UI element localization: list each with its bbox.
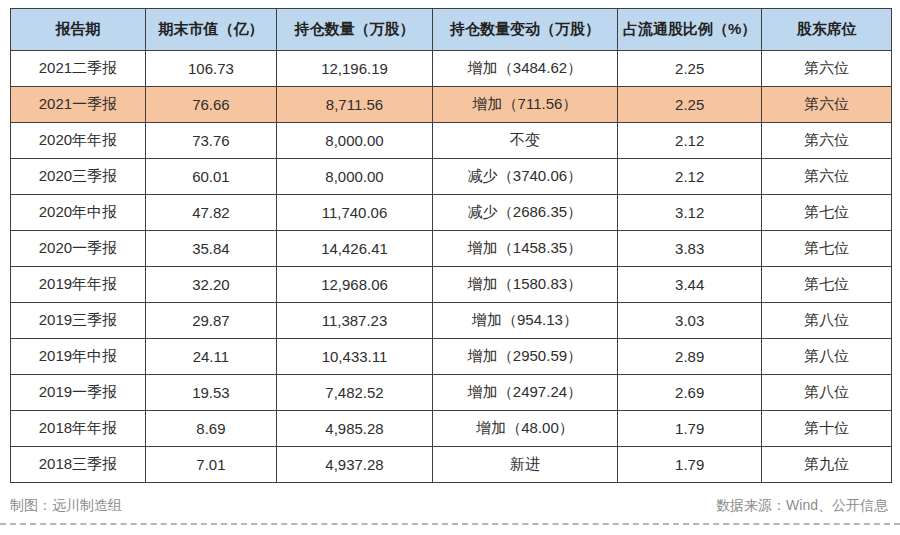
cell-shareholder-rank: 第十位 (762, 411, 892, 447)
cell-market-value: 29.87 (145, 303, 276, 339)
cell-holdings-change: 新进 (432, 447, 617, 483)
table-row: 2019三季报29.8711,387.23增加（954.13）3.03第八位 (11, 303, 892, 339)
cell-market-value: 73.76 (145, 123, 276, 159)
cell-report-period: 2019一季报 (11, 375, 146, 411)
cell-holdings-change: 增加（1458.35） (432, 231, 617, 267)
cell-holdings-change: 增加（3484.62） (432, 51, 617, 87)
table-header-row: 报告期期末市值（亿）持仓数量（万股）持仓数量变动（万股）占流通股比例（%）股东席… (11, 9, 892, 51)
cell-shareholder-rank: 第七位 (762, 195, 892, 231)
data-source: 数据来源：Wind、公开信息 (716, 497, 888, 515)
cell-market-value: 35.84 (145, 231, 276, 267)
cell-holdings-change: 增加（2950.59） (432, 339, 617, 375)
cell-float-ratio: 3.83 (617, 231, 761, 267)
table-row: 2020三季报60.018,000.00减少（3740.06）2.12第六位 (11, 159, 892, 195)
cell-market-value: 24.11 (145, 339, 276, 375)
cell-market-value: 19.53 (145, 375, 276, 411)
table-row: 2018三季报7.014,937.28新进1.79第九位 (11, 447, 892, 483)
holdings-table: 报告期期末市值（亿）持仓数量（万股）持仓数量变动（万股）占流通股比例（%）股东席… (10, 8, 892, 483)
cell-float-ratio: 3.12 (617, 195, 761, 231)
table-row: 2019年中报24.1110,433.11增加（2950.59）2.89第八位 (11, 339, 892, 375)
cell-shareholder-rank: 第七位 (762, 267, 892, 303)
cell-float-ratio: 3.44 (617, 267, 761, 303)
cell-report-period: 2020一季报 (11, 231, 146, 267)
cell-holdings-change: 减少（2686.35） (432, 195, 617, 231)
cell-holdings: 11,387.23 (277, 303, 433, 339)
chart-credit: 制图：远川制造组 (10, 497, 122, 515)
cell-float-ratio: 3.03 (617, 303, 761, 339)
table-row: 2018年年报8.694,985.28增加（48.00）1.79第十位 (11, 411, 892, 447)
cell-report-period: 2020年年报 (11, 123, 146, 159)
cell-float-ratio: 2.25 (617, 51, 761, 87)
cell-report-period: 2019年年报 (11, 267, 146, 303)
cell-holdings-change: 减少（3740.06） (432, 159, 617, 195)
cell-report-period: 2020年中报 (11, 195, 146, 231)
cell-holdings: 8,000.00 (277, 159, 433, 195)
cell-holdings-change: 不变 (432, 123, 617, 159)
cell-float-ratio: 2.69 (617, 375, 761, 411)
cell-holdings: 10,433.11 (277, 339, 433, 375)
cell-holdings: 4,937.28 (277, 447, 433, 483)
cell-holdings: 8,711.56 (277, 87, 433, 123)
cell-float-ratio: 2.89 (617, 339, 761, 375)
cell-market-value: 106.73 (145, 51, 276, 87)
cell-shareholder-rank: 第九位 (762, 447, 892, 483)
cell-float-ratio: 2.25 (617, 87, 761, 123)
cell-float-ratio: 2.12 (617, 123, 761, 159)
footer: 制图：远川制造组 数据来源：Wind、公开信息 (10, 497, 888, 515)
cell-report-period: 2021一季报 (11, 87, 146, 123)
table-row: 2020年中报47.8211,740.06减少（2686.35）3.12第七位 (11, 195, 892, 231)
cell-market-value: 8.69 (145, 411, 276, 447)
cell-holdings: 14,426.41 (277, 231, 433, 267)
column-header-float-ratio: 占流通股比例（%） (617, 9, 761, 51)
cell-holdings: 7,482.52 (277, 375, 433, 411)
cell-holdings-change: 增加（954.13） (432, 303, 617, 339)
cell-holdings-change: 增加（48.00） (432, 411, 617, 447)
cell-market-value: 47.82 (145, 195, 276, 231)
cell-shareholder-rank: 第六位 (762, 159, 892, 195)
cell-report-period: 2019三季报 (11, 303, 146, 339)
cell-holdings: 12,968.06 (277, 267, 433, 303)
table-body: 2021二季报106.7312,196.19增加（3484.62）2.25第六位… (11, 51, 892, 483)
cell-shareholder-rank: 第八位 (762, 339, 892, 375)
column-header-shareholder-rank: 股东席位 (762, 9, 892, 51)
cell-report-period: 2018三季报 (11, 447, 146, 483)
column-header-holdings: 持仓数量（万股） (277, 9, 433, 51)
cell-shareholder-rank: 第八位 (762, 303, 892, 339)
table-row: 2019年年报32.2012,968.06增加（1580.83）3.44第七位 (11, 267, 892, 303)
cell-holdings-change: 增加（711.56） (432, 87, 617, 123)
cell-report-period: 2019年中报 (11, 339, 146, 375)
dashed-divider (0, 523, 900, 525)
cell-report-period: 2020三季报 (11, 159, 146, 195)
cell-float-ratio: 1.79 (617, 447, 761, 483)
cell-holdings: 8,000.00 (277, 123, 433, 159)
column-header-market-value: 期末市值（亿） (145, 9, 276, 51)
cell-float-ratio: 1.79 (617, 411, 761, 447)
cell-shareholder-rank: 第六位 (762, 51, 892, 87)
holdings-table-container: 报告期期末市值（亿）持仓数量（万股）持仓数量变动（万股）占流通股比例（%）股东席… (10, 8, 892, 483)
column-header-holdings-change: 持仓数量变动（万股） (432, 9, 617, 51)
cell-shareholder-rank: 第六位 (762, 87, 892, 123)
column-header-report-period: 报告期 (11, 9, 146, 51)
cell-market-value: 7.01 (145, 447, 276, 483)
cell-shareholder-rank: 第七位 (762, 231, 892, 267)
cell-report-period: 2018年年报 (11, 411, 146, 447)
table-row: 2020年年报73.768,000.00不变2.12第六位 (11, 123, 892, 159)
cell-report-period: 2021二季报 (11, 51, 146, 87)
cell-market-value: 32.20 (145, 267, 276, 303)
cell-shareholder-rank: 第六位 (762, 123, 892, 159)
table-row: 2020一季报35.8414,426.41增加（1458.35）3.83第七位 (11, 231, 892, 267)
table-row: 2021二季报106.7312,196.19增加（3484.62）2.25第六位 (11, 51, 892, 87)
table-row: 2021一季报76.668,711.56增加（711.56）2.25第六位 (11, 87, 892, 123)
cell-market-value: 60.01 (145, 159, 276, 195)
cell-holdings: 11,740.06 (277, 195, 433, 231)
cell-market-value: 76.66 (145, 87, 276, 123)
cell-holdings: 4,985.28 (277, 411, 433, 447)
cell-holdings-change: 增加（1580.83） (432, 267, 617, 303)
cell-holdings-change: 增加（2497.24） (432, 375, 617, 411)
cell-holdings: 12,196.19 (277, 51, 433, 87)
table-row: 2019一季报19.537,482.52增加（2497.24）2.69第八位 (11, 375, 892, 411)
cell-shareholder-rank: 第八位 (762, 375, 892, 411)
cell-float-ratio: 2.12 (617, 159, 761, 195)
